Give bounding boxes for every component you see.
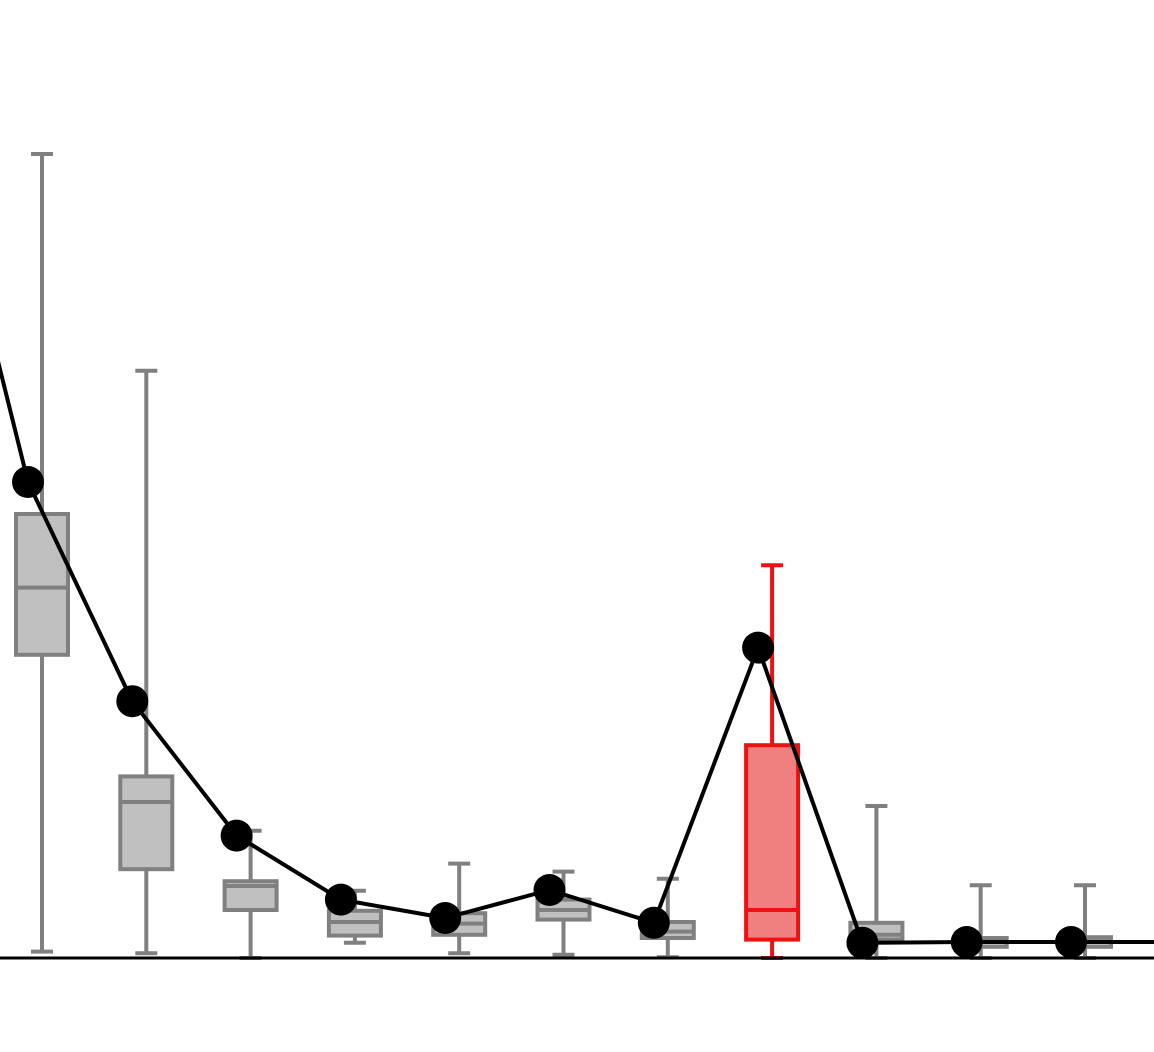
data-point-3 [220,819,253,852]
data-point-1 [12,466,44,498]
box-plots [14,152,1113,960]
box-plot-2 [118,368,175,956]
data-point-4 [324,883,357,916]
data-point-9 [846,926,879,959]
data-point-6 [533,874,566,906]
box-iqr [14,512,70,657]
line-series [0,360,1154,959]
box-iqr [118,774,175,872]
data-point-7 [637,906,670,939]
data-point-2 [116,685,149,718]
box-plot-1 [14,152,70,954]
data-point-11 [1055,926,1087,958]
box-iqr [744,743,801,942]
data-point-10 [950,926,983,958]
data-point-8 [742,631,775,664]
box-plot-8 [744,563,801,960]
data-point-5 [429,902,462,934]
box-plot-4 [326,888,383,945]
